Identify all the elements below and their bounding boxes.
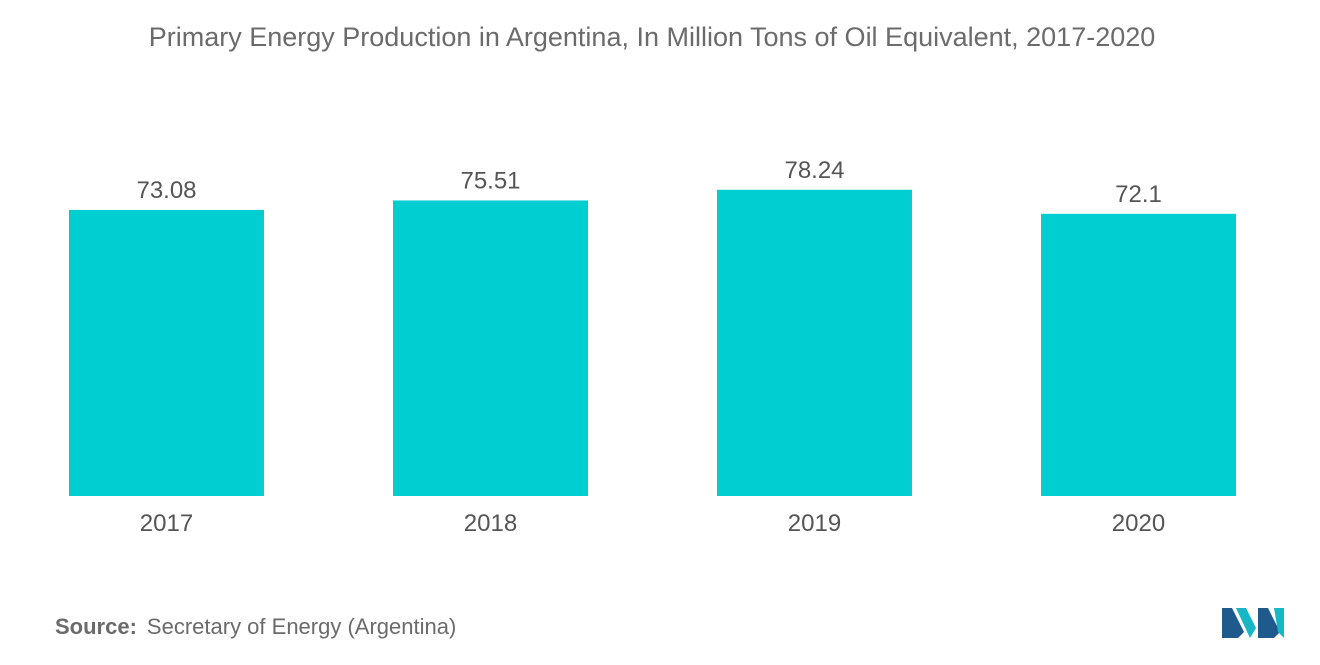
data-label-2018: 75.51 <box>460 167 520 194</box>
mordor-logo-icon <box>1222 608 1284 638</box>
source-note: Source: Secretary of Energy (Argentina) <box>55 614 456 640</box>
data-label-2020: 72.1 <box>1115 181 1162 208</box>
x-tick-label-2017: 2017 <box>140 510 193 537</box>
data-label-2017: 73.08 <box>136 177 196 204</box>
source-text: Secretary of Energy (Argentina) <box>146 614 457 639</box>
source-label: Source: <box>55 614 137 639</box>
x-tick-label-2018: 2018 <box>464 510 517 537</box>
data-label-2019: 78.24 <box>784 157 844 184</box>
bar-chart: 73.08 2017 75.51 2018 78.24 2019 72.1 2020 <box>69 157 1236 537</box>
chart-title: Primary Energy Production in Argentina, … <box>148 22 1156 52</box>
bar-2017 <box>69 209 264 496</box>
bar-2020 <box>1041 213 1236 496</box>
x-tick-label-2019: 2019 <box>788 510 841 537</box>
bar-2019 <box>717 189 912 496</box>
x-tick-label-2020: 2020 <box>1112 510 1165 537</box>
bar-2018 <box>393 200 588 496</box>
